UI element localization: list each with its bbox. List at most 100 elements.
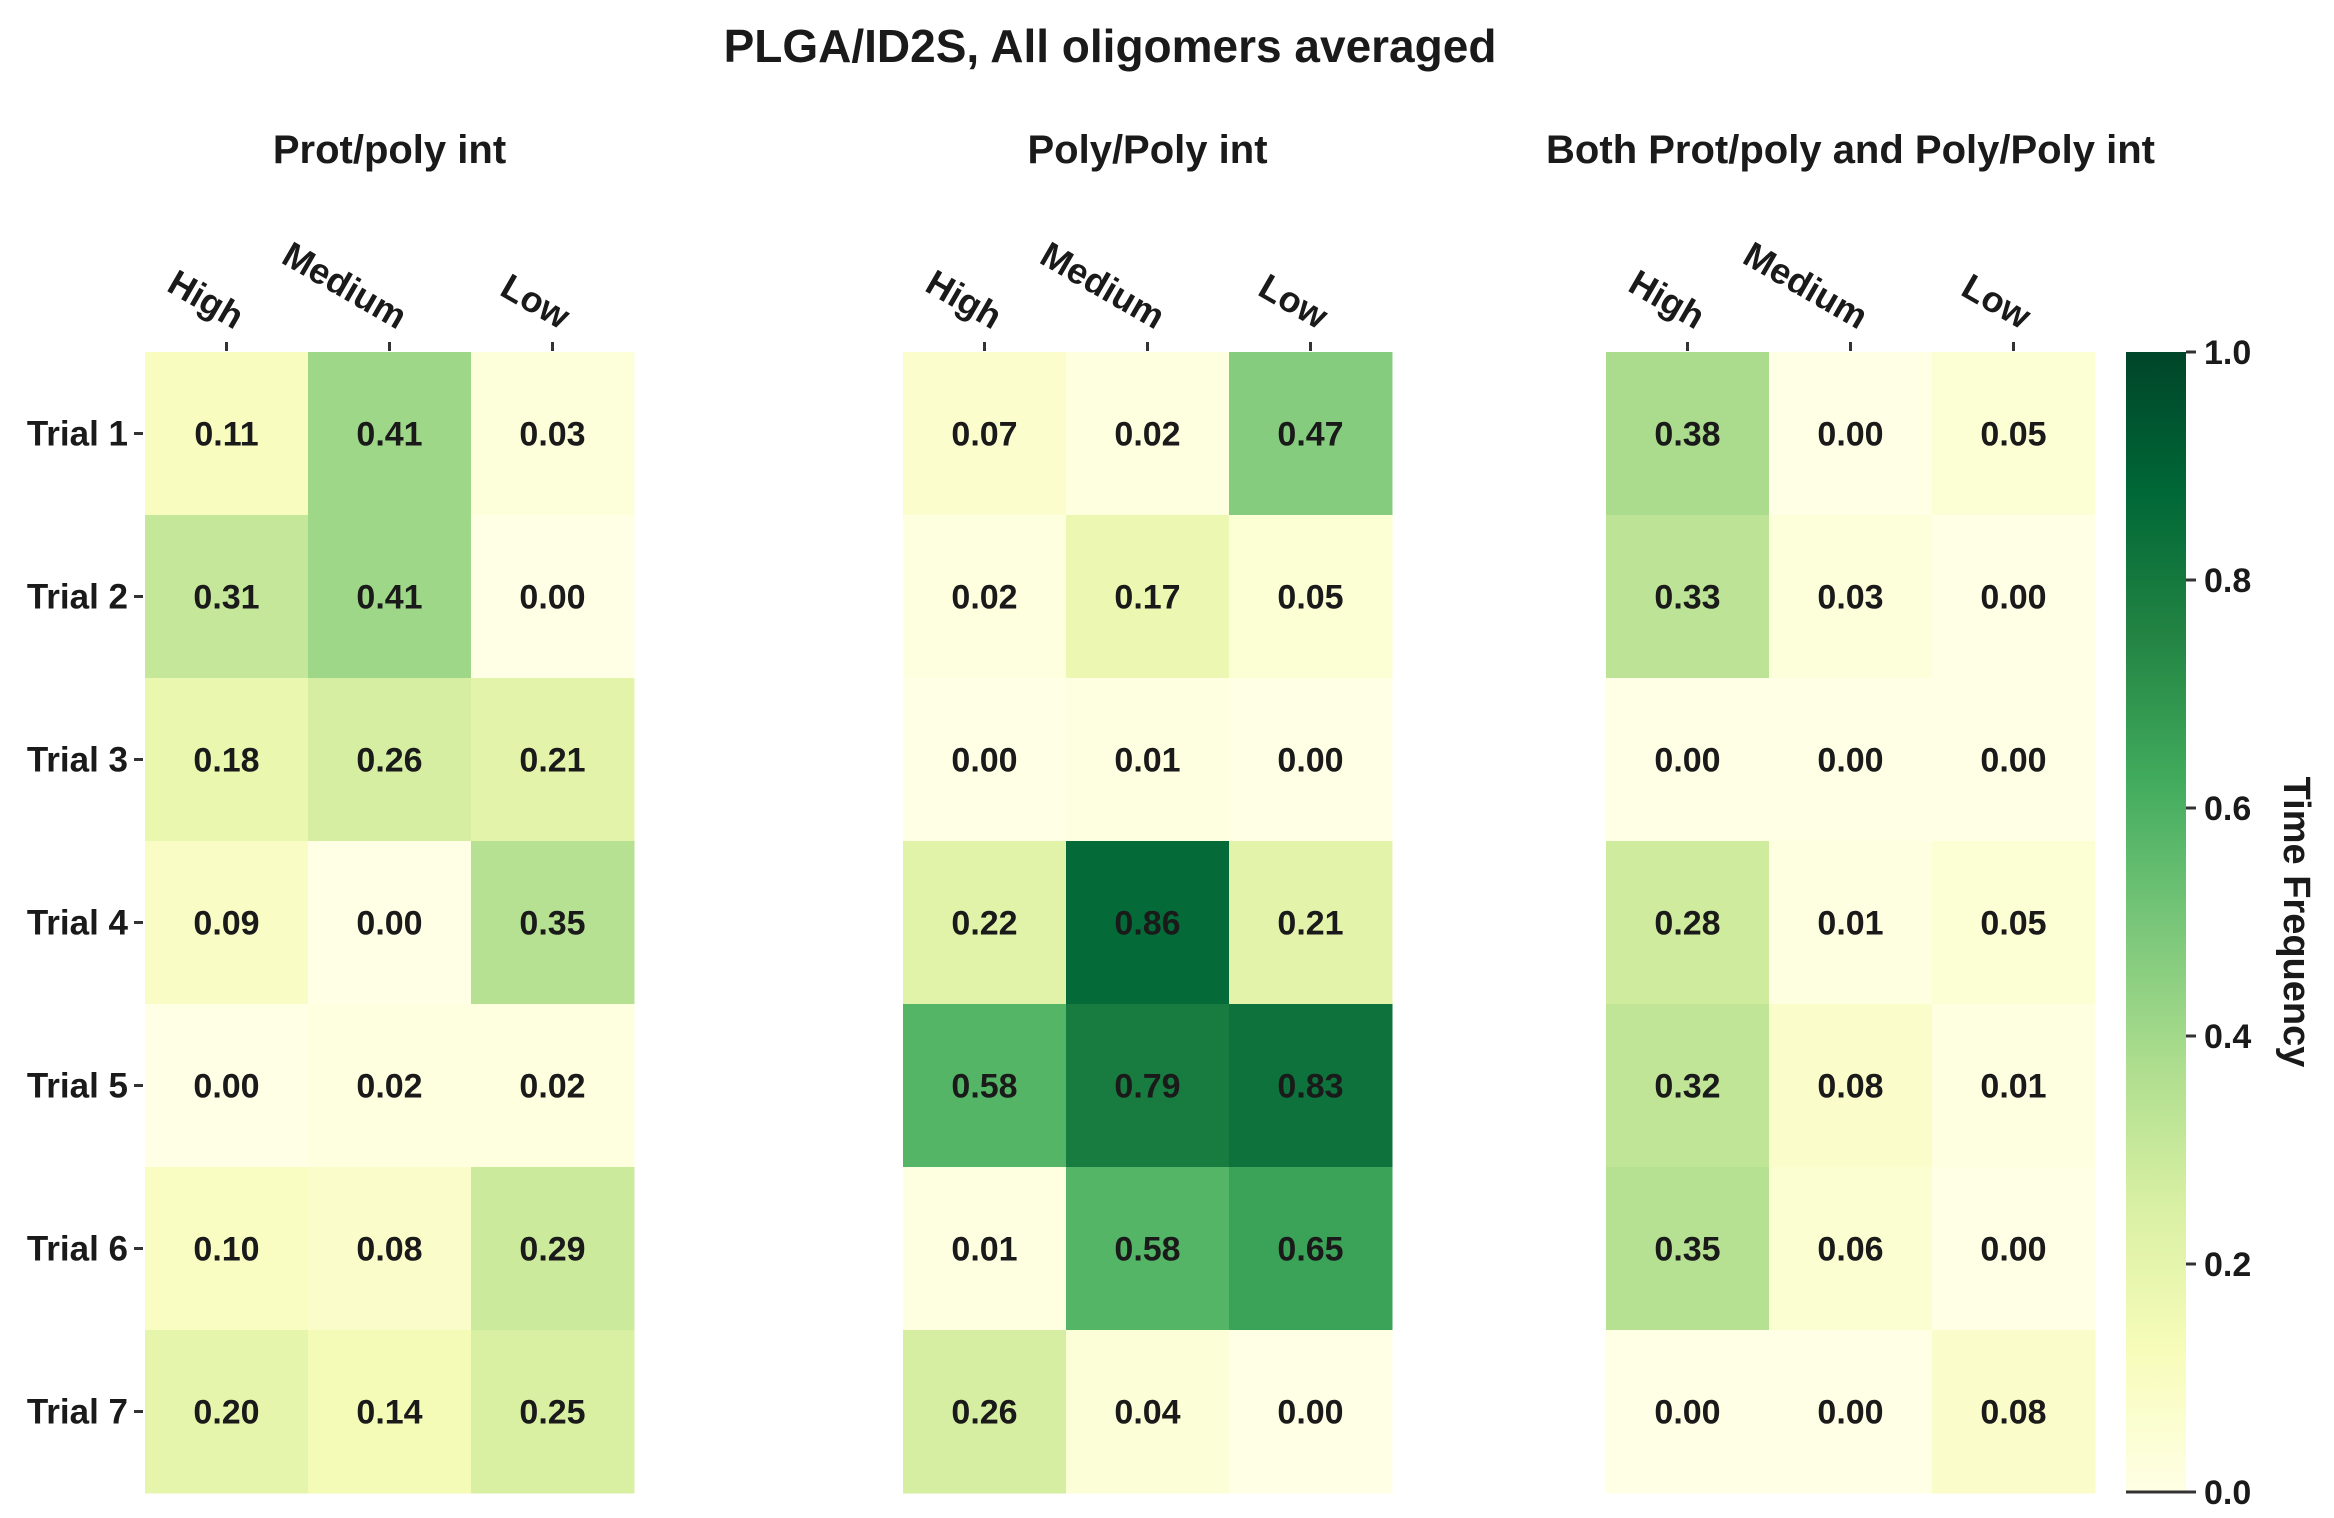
heatmap-cell (1769, 1167, 1933, 1331)
cell-value: 0.00 (1980, 742, 2046, 780)
heatmap-cell (145, 1330, 309, 1494)
heatmap-cell (145, 352, 309, 516)
heatmap-cell (1066, 1330, 1230, 1494)
cell-value: 0.02 (1114, 416, 1180, 454)
heatmap-cell (471, 1004, 635, 1168)
heatmap-cell (308, 515, 472, 679)
heatmap-cell (471, 1167, 635, 1331)
cell-value: 0.41 (356, 416, 422, 454)
heatmap-cell (1066, 1004, 1230, 1168)
heatmap-cell (1066, 515, 1230, 679)
cell-value: 0.06 (1817, 1231, 1883, 1269)
heatmap-cell (1229, 678, 1393, 842)
heatmap-cell (1606, 1330, 1770, 1494)
heatmap-cell (903, 352, 1067, 516)
cell-value: 0.26 (356, 742, 422, 780)
heatmap-cell (145, 1004, 309, 1168)
heatmap-cell (471, 1330, 635, 1494)
panel-title: Prot/poly int (273, 128, 506, 172)
cell-value: 0.58 (951, 1068, 1017, 1106)
cell-value: 0.02 (519, 1068, 585, 1106)
cell-value: 0.03 (1817, 579, 1883, 617)
row-label: Trial 7 (27, 1393, 128, 1432)
cell-value: 0.10 (193, 1231, 259, 1269)
panel-title: Poly/Poly int (1027, 128, 1267, 172)
cell-value: 0.00 (1817, 416, 1883, 454)
row-label: Trial 1 (27, 415, 128, 454)
heatmap-cell (308, 1167, 472, 1331)
cell-value: 0.02 (356, 1068, 422, 1106)
heatmap-cell (1769, 841, 1933, 1005)
heatmap-cell (903, 678, 1067, 842)
cell-value: 0.18 (193, 742, 259, 780)
cell-value: 0.07 (951, 416, 1017, 454)
heatmap-cell (471, 352, 635, 516)
heatmap-cell (145, 678, 309, 842)
cell-value: 0.21 (1277, 905, 1343, 943)
heatmap-cell (1932, 352, 2096, 516)
heatmap-cell (1229, 1330, 1393, 1494)
heatmap-cell (308, 1330, 472, 1494)
cell-value: 0.00 (193, 1068, 259, 1106)
heatmap-cell (903, 841, 1067, 1005)
heatmap-cell (1066, 1167, 1230, 1331)
heatmap-cell (471, 515, 635, 679)
heatmap-cell (903, 1004, 1067, 1168)
heatmap-cell (1606, 352, 1770, 516)
cell-value: 0.11 (194, 416, 258, 454)
heatmap-cell (145, 1167, 309, 1331)
cell-value: 0.01 (1817, 905, 1883, 943)
cell-value: 0.31 (193, 579, 259, 617)
panel-title: Both Prot/poly and Poly/Poly int (1546, 128, 2155, 172)
cell-value: 0.28 (1654, 905, 1720, 943)
colorbar-tick-label: 0.6 (2204, 790, 2251, 828)
colorbar: 0.0 0.2 0.4 0.6 0.8 1.0 Time Frequency (2126, 334, 2317, 1512)
column-label: Medium (1034, 233, 1172, 337)
heatmap-cell (1229, 1004, 1393, 1168)
heatmap-panels: Prot/poly int High Medium Low 0.11 0.41 0.03 0.… (27, 128, 2155, 1494)
heatmap-cell (1606, 515, 1770, 679)
cell-value: 0.32 (1654, 1068, 1720, 1106)
cell-value: 0.05 (1277, 579, 1343, 617)
cell-value: 0.00 (1817, 742, 1883, 780)
heatmap-cell (1606, 841, 1770, 1005)
column-label: High (1622, 261, 1712, 336)
column-label: Medium (276, 233, 414, 337)
cell-value: 0.29 (519, 1231, 585, 1269)
heatmap-cell (903, 515, 1067, 679)
cell-value: 0.58 (1114, 1231, 1180, 1269)
colorbar-tick-label: 0.8 (2204, 562, 2251, 600)
cell-value: 0.65 (1277, 1231, 1343, 1269)
cell-value: 0.41 (356, 579, 422, 617)
heatmap-cell (1606, 1004, 1770, 1168)
colorbar-tick-label: 0.0 (2204, 1474, 2251, 1512)
heatmap-cell (1932, 1330, 2096, 1494)
cell-value: 0.05 (1980, 905, 2046, 943)
cell-value: 0.08 (356, 1231, 422, 1269)
cell-value: 0.20 (193, 1394, 259, 1432)
cell-value: 0.01 (951, 1231, 1017, 1269)
colorbar-tick-label: 0.4 (2204, 1018, 2251, 1056)
cell-value: 0.00 (1277, 742, 1343, 780)
column-label: High (919, 261, 1009, 336)
heatmap-panel-2: Poly/Poly int High Medium Low 0.07 0.02 0.47 0.… (903, 128, 1393, 1494)
cell-value: 0.08 (1980, 1394, 2046, 1432)
cell-value: 0.14 (356, 1394, 422, 1432)
heatmap-cell (1229, 515, 1393, 679)
heatmap-cell (308, 841, 472, 1005)
heatmap-cell (1066, 352, 1230, 516)
cell-value: 0.00 (951, 742, 1017, 780)
column-label: Low (494, 265, 578, 337)
heatmap-cell (1229, 1167, 1393, 1331)
row-label: Trial 6 (27, 1230, 128, 1269)
cell-value: 0.86 (1114, 905, 1180, 943)
heatmap-cell (145, 841, 309, 1005)
cell-value: 0.26 (951, 1394, 1017, 1432)
colorbar-tick-label: 0.2 (2204, 1246, 2251, 1284)
colorbar-label: Time Frequency (2275, 777, 2317, 1068)
cell-value: 0.01 (1980, 1068, 2046, 1106)
cell-value: 0.38 (1654, 416, 1720, 454)
row-label: Trial 3 (27, 741, 128, 780)
heatmap-cell (1606, 1167, 1770, 1331)
heatmap-panel-3: Both Prot/poly and Poly/Poly int High Medi… (1546, 128, 2155, 1494)
